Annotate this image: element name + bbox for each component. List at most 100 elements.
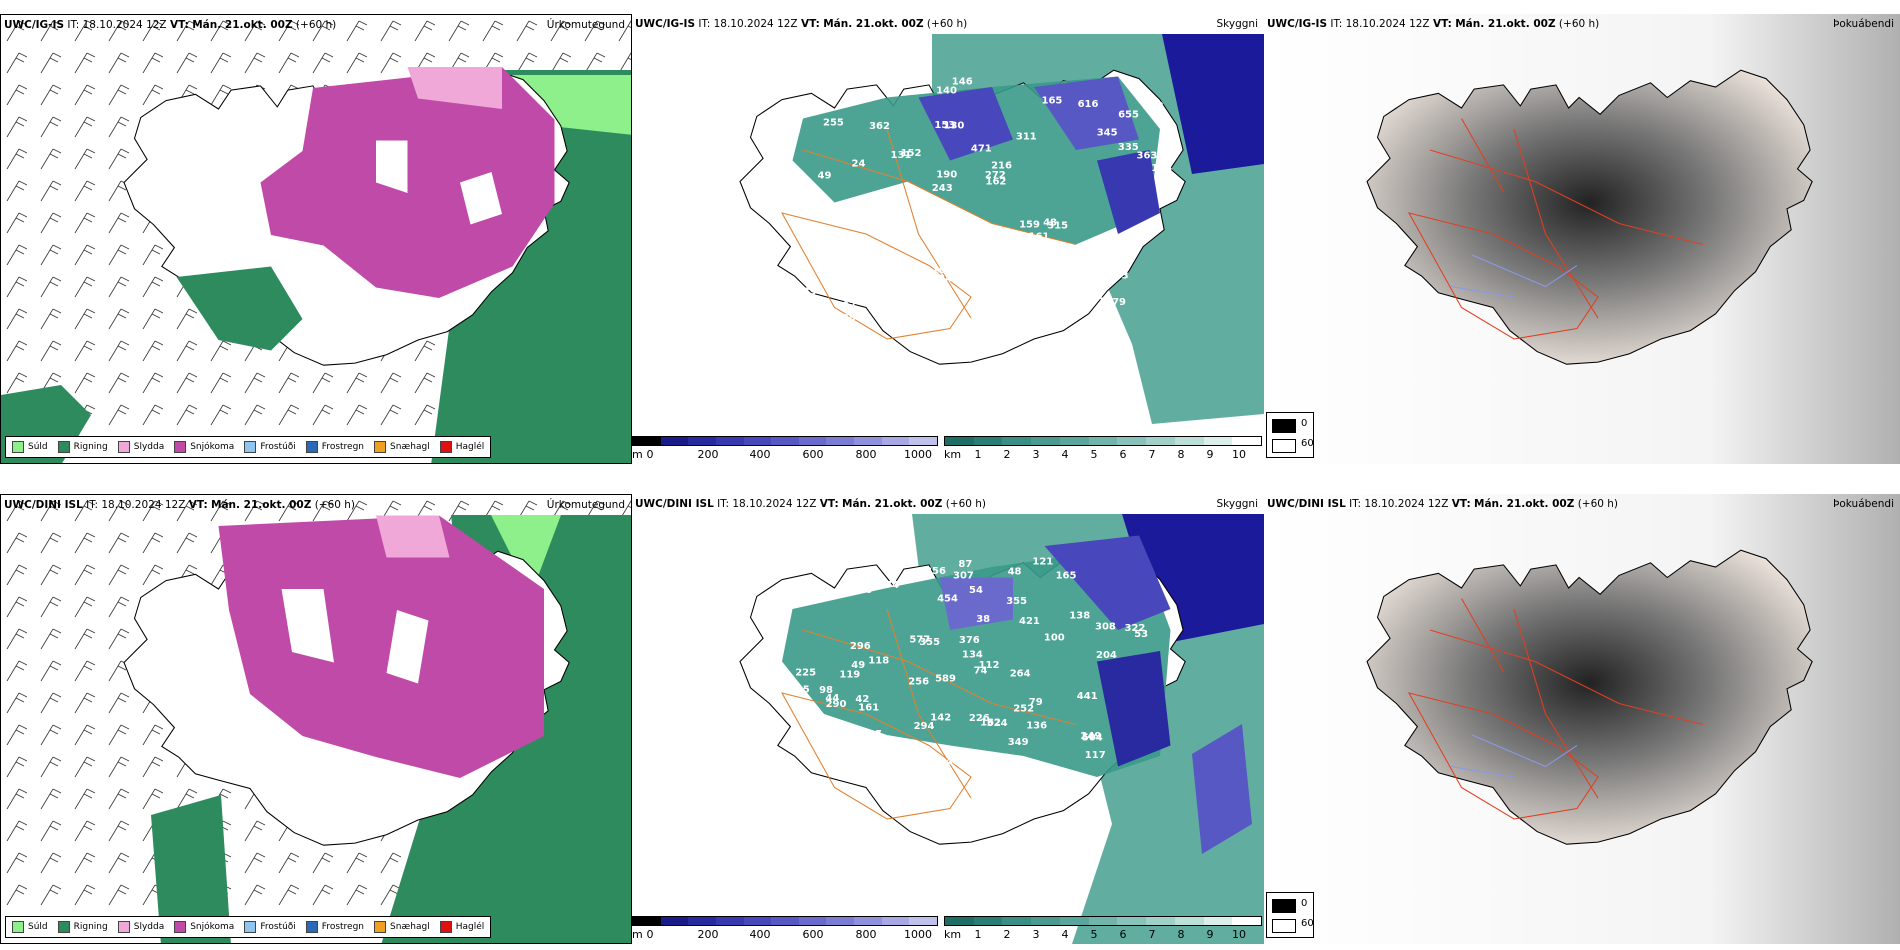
ceiling-label: 79 [1029, 697, 1043, 708]
ceiling-label: 101 [939, 788, 960, 799]
ceiling-label: 38 [976, 614, 990, 625]
ceiling-label: 42 [855, 694, 869, 705]
ceiling-label: 48 [1043, 218, 1057, 229]
ceiling-label: 100 [913, 780, 934, 791]
legend-item: Súld [12, 921, 48, 933]
height-colorbar-top [632, 436, 938, 446]
ceiling-label: 246 [938, 273, 959, 284]
ceiling-label: 362 [869, 121, 890, 132]
ceiling-label: 387 [871, 741, 892, 752]
height-unit-bottom: m [632, 928, 643, 941]
ceiling-label: 655 [1118, 109, 1139, 120]
ceiling-label: 162 [980, 718, 1001, 729]
ceiling-label: 104 [932, 265, 953, 276]
ceiling-label: 119 [839, 670, 860, 681]
ceiling-label: 345 [1097, 128, 1118, 139]
ceiling-label: 162 [986, 177, 1007, 188]
legend-item: Slydda [117, 441, 164, 453]
ceiling-label: 121 [1032, 556, 1053, 567]
ceiling-label: 179 [1009, 758, 1030, 769]
legend-item: Haglél [439, 441, 484, 453]
rain-area-south [176, 266, 303, 351]
header-bottom-fog: UWC/DINI ISL IT: 18.10.2024 12Z VT: Mán.… [1267, 498, 1619, 510]
ceiling-label: 366 [851, 585, 872, 596]
ceiling-label: 95 [925, 196, 939, 207]
ceiling-label: 311 [1016, 131, 1037, 142]
ceiling-label: 504 [1082, 733, 1103, 744]
fog-legend-top: 0 60 [1266, 412, 1314, 458]
ceiling-label: 481 [989, 753, 1010, 764]
ceiling-label: 256 [908, 677, 929, 688]
fog-panel-top: UWC/IG-IS IT: 18.10.2024 12Z VT: Mán. 21… [1264, 14, 1900, 464]
ceiling-label: 577 [909, 634, 930, 645]
ceiling-label: 363 [1137, 150, 1158, 161]
ceiling-label: 153 [934, 120, 955, 131]
fog-map-bottom [1264, 494, 1900, 944]
height-unit-top: m [632, 448, 643, 461]
height-colorbar-bottom [632, 916, 938, 926]
ceiling-label: 616 [1078, 99, 1099, 110]
ceiling-label: 308 [1095, 622, 1116, 633]
ceiling-label: 204 [1096, 650, 1117, 661]
ceiling-label: 40 [974, 310, 988, 321]
precip-legend-top: Súld Rigning Slydda Snjókoma Frostúði Fr… [5, 436, 492, 458]
ceiling-label: 161 [1029, 232, 1050, 243]
legend-item: Frostúði [244, 441, 296, 453]
ceiling-label: 256 [925, 566, 946, 577]
ceiling-label: 121 [837, 756, 858, 767]
ceiling-label: 374 [878, 580, 899, 591]
ceiling-label: 355 [1006, 596, 1027, 607]
ceiling-labels-top: 79 49 655 95 311 197 153 471 105 152 85 126 130 216 31… [803, 77, 1172, 325]
panel-title-ceiling-top: Skyggni [1216, 18, 1259, 30]
ceiling-label: 158 [809, 784, 830, 795]
ceiling-label: 138 [1069, 610, 1090, 621]
ceiling-label: 48 [1008, 566, 1022, 577]
ceiling-label: 355 [919, 637, 940, 648]
ceiling-label: 296 [850, 641, 871, 652]
ceiling-label: 421 [1019, 616, 1040, 627]
ceiling-label: 140 [936, 86, 957, 97]
ceiling-label: 44 [825, 693, 839, 704]
ceiling-label: 393 [1108, 271, 1129, 282]
header-top-ceiling: UWC/IG-IS IT: 18.10.2024 12Z VT: Mán. 21… [635, 18, 968, 30]
ceiling-label: 454 [937, 593, 958, 604]
ceiling-label: 112 [979, 660, 1000, 671]
ceiling-label: 126 [860, 276, 881, 287]
ceiling-label: 243 [932, 183, 953, 194]
ceiling-label: 130 [944, 121, 965, 132]
ceiling-label: 142 [930, 712, 951, 723]
ceiling-map-top: 79 49 655 95 311 197 153 471 105 152 85 126 130 216 31… [739, 34, 1264, 424]
ceiling-label: 118 [868, 655, 889, 666]
ceiling-panel-top: 79 49 655 95 311 197 153 471 105 152 85 126 130 216 31… [632, 14, 1264, 464]
legend-item: Frostúði [244, 921, 296, 933]
legend-item: Rigning [57, 441, 108, 453]
ceiling-label: 272 [985, 170, 1006, 181]
ceiling-label: 181 [967, 263, 988, 274]
ceiling-label: 307 [953, 571, 974, 582]
ceiling-label: 100 [1044, 633, 1065, 644]
legend-item: Frostregn [305, 921, 364, 933]
ceiling-label: 168 [1021, 241, 1042, 252]
ceiling-label: 212 [810, 733, 831, 744]
ceiling-label: 328 [893, 780, 914, 791]
legend-item: Snæhagl [374, 441, 430, 453]
ceiling-label: 117 [1085, 750, 1106, 761]
legend-item: Súld [12, 441, 48, 453]
ceiling-label: 87 [958, 559, 972, 570]
ceiling-label: 441 [1077, 691, 1098, 702]
legend-item: Slydda [117, 921, 164, 933]
ceiling-label: 327 [803, 309, 824, 320]
ceiling-label: 85 [803, 286, 817, 297]
visibility-unit-bottom: km [944, 928, 962, 941]
precip-legend-bottom: Súld Rigning Slydda Snjókoma Frostúði Fr… [5, 916, 492, 938]
ceiling-label: 165 [1042, 96, 1063, 107]
ceiling-labels-bottom: 1211653741381621181611953081009887136741… [795, 556, 1148, 798]
ceiling-label: 98 [819, 685, 833, 696]
ceiling-label: 877 [1083, 296, 1104, 307]
ceiling-label: 165 [861, 730, 882, 741]
header-top-fog: UWC/IG-IS IT: 18.10.2024 12Z VT: Mán. 21… [1267, 18, 1600, 30]
ceiling-label: 125 [1012, 273, 1033, 284]
header-bottom-precip: UWC/DINI ISL IT: 18.10.2024 12Z VT: Mán.… [4, 499, 356, 511]
ceiling-label: 152 [901, 148, 922, 159]
ceiling-label: 488 [835, 313, 856, 324]
